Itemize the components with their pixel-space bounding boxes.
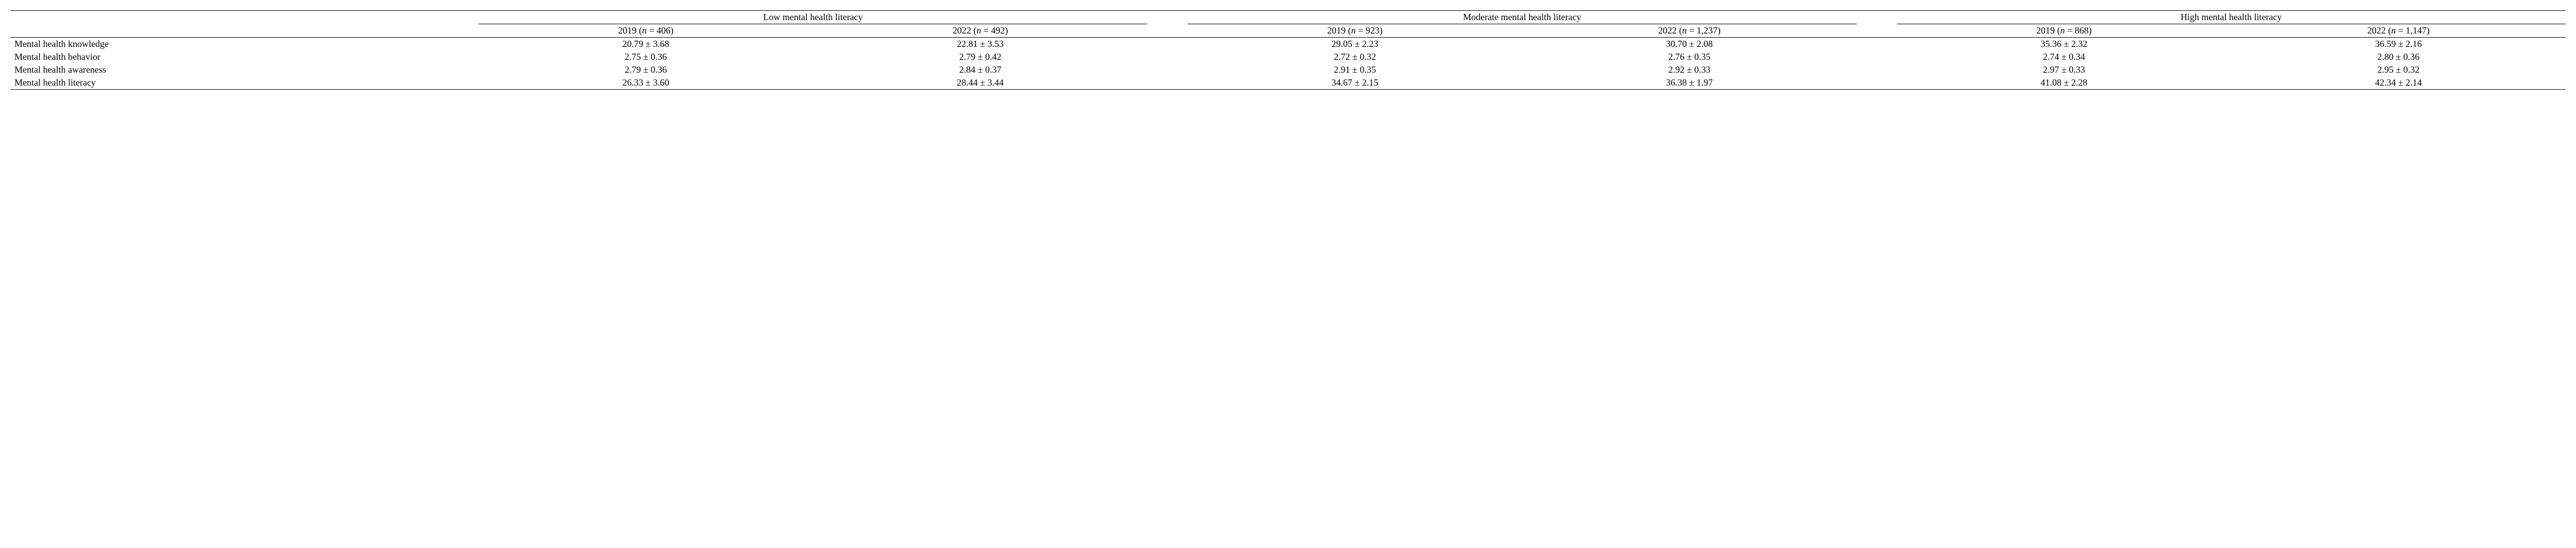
cell: 22.81 ± 3.53 <box>813 38 1147 51</box>
row-label: Mental health literacy <box>10 76 438 90</box>
table-row: Mental health behavior 2.75 ± 0.36 2.79 … <box>10 51 2566 63</box>
row-label: Mental health knowledge <box>10 38 438 51</box>
group-header-high: High mental health literacy <box>1897 11 2566 24</box>
cell: 29.05 ± 2.23 <box>1188 38 1522 51</box>
table-row: Mental health knowledge 20.79 ± 3.68 22.… <box>10 38 2566 51</box>
cell: 35.36 ± 2.32 <box>1897 38 2231 51</box>
table-row: Mental health literacy 26.33 ± 3.60 28.4… <box>10 76 2566 90</box>
cell: 36.59 ± 2.16 <box>2231 38 2566 51</box>
cell: 2.97 ± 0.33 <box>1897 63 2231 76</box>
cell: 2.76 ± 0.35 <box>1522 51 1856 63</box>
cell: 42.34 ± 2.14 <box>2231 76 2566 90</box>
cell: 2.72 ± 0.32 <box>1188 51 1522 63</box>
cell: 2.95 ± 0.32 <box>2231 63 2566 76</box>
col-header: 2022 (n = 1,147) <box>2231 24 2566 38</box>
cell: 41.08 ± 2.28 <box>1897 76 2231 90</box>
cell: 2.84 ± 0.37 <box>813 63 1147 76</box>
group-header-moderate: Moderate mental health literacy <box>1188 11 1856 24</box>
cell: 20.79 ± 3.68 <box>479 38 813 51</box>
cell: 2.91 ± 0.35 <box>1188 63 1522 76</box>
cell: 36.38 ± 1.97 <box>1522 76 1856 90</box>
cell: 26.33 ± 3.60 <box>479 76 813 90</box>
col-header: 2022 (n = 492) <box>813 24 1147 38</box>
col-header: 2019 (n = 923) <box>1188 24 1522 38</box>
cell: 2.79 ± 0.42 <box>813 51 1147 63</box>
header-empty <box>10 11 438 24</box>
row-label: Mental health behavior <box>10 51 438 63</box>
cell: 34.67 ± 2.15 <box>1188 76 1522 90</box>
cell: 2.80 ± 0.36 <box>2231 51 2566 63</box>
cell: 30.70 ± 2.08 <box>1522 38 1856 51</box>
cell: 2.92 ± 0.33 <box>1522 63 1856 76</box>
row-label: Mental health awareness <box>10 63 438 76</box>
group-header-low: Low mental health literacy <box>479 11 1147 24</box>
cell: 2.74 ± 0.34 <box>1897 51 2231 63</box>
col-header: 2019 (n = 406) <box>479 24 813 38</box>
col-header: 2022 (n = 1,237) <box>1522 24 1856 38</box>
col-header: 2019 (n = 868) <box>1897 24 2231 38</box>
literacy-table: Low mental health literacy Moderate ment… <box>10 10 2566 90</box>
cell: 2.75 ± 0.36 <box>479 51 813 63</box>
cell: 28.44 ± 3.44 <box>813 76 1147 90</box>
cell: 2.79 ± 0.36 <box>479 63 813 76</box>
table-row: Mental health awareness 2.79 ± 0.36 2.84… <box>10 63 2566 76</box>
